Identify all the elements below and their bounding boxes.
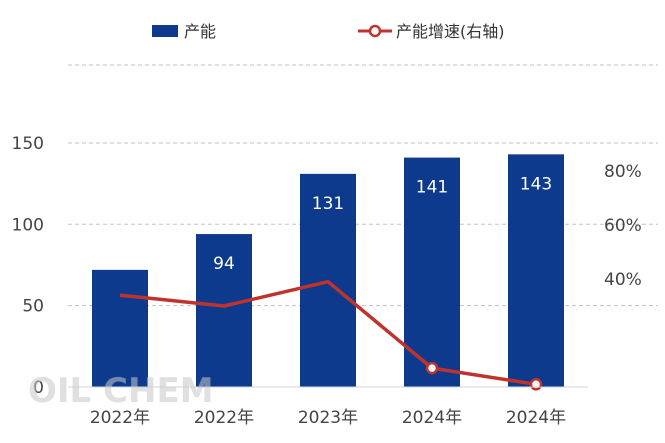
bar-data-label: 131 [312, 194, 344, 214]
y-right-tick-label: 80% [604, 162, 642, 182]
bar-data-label: 141 [416, 178, 448, 198]
bar [196, 234, 252, 387]
legend-swatch-bar [152, 25, 178, 37]
growth-line [119, 279, 537, 387]
bar-data-label: 143 [520, 174, 552, 194]
legend-label-line: 产能增速(右轴) [396, 22, 505, 41]
bar [508, 154, 564, 387]
watermark-text: OIL CHEM [28, 371, 214, 411]
x-tick-label: 2022年 [194, 408, 254, 428]
data-labels: 94 131 141 143 [213, 174, 552, 274]
bar-data-label: 94 [213, 254, 235, 274]
axes: 0 50 100 150 40% 60% 80% 2022年 2022年 2023年 2024年 20… [12, 134, 642, 428]
y-left-tick-label: 100 [12, 215, 44, 235]
line-point [529, 378, 543, 391]
bar [92, 269, 148, 387]
y-right-tick-label: 60% [604, 216, 642, 236]
legend-marker-line [368, 24, 382, 38]
y-left-tick-label: 0 [33, 378, 44, 398]
legend-label-bar: 产能 [184, 22, 216, 41]
y-left-tick-label: 150 [12, 134, 44, 154]
x-tick-label: 2024年 [506, 408, 566, 428]
x-tick-label: 2022年 [90, 408, 150, 428]
x-tick-label: 2023年 [298, 408, 358, 428]
bar-series [92, 154, 564, 387]
legend: 产能 产能增速(右轴) [152, 22, 505, 41]
x-tick-label: 2024年 [402, 408, 462, 428]
y-right-tick-label: 40% [604, 270, 642, 290]
gridlines [68, 64, 658, 307]
y-left-tick-label: 50 [22, 297, 44, 317]
line-point [425, 361, 439, 375]
bar [404, 157, 460, 387]
